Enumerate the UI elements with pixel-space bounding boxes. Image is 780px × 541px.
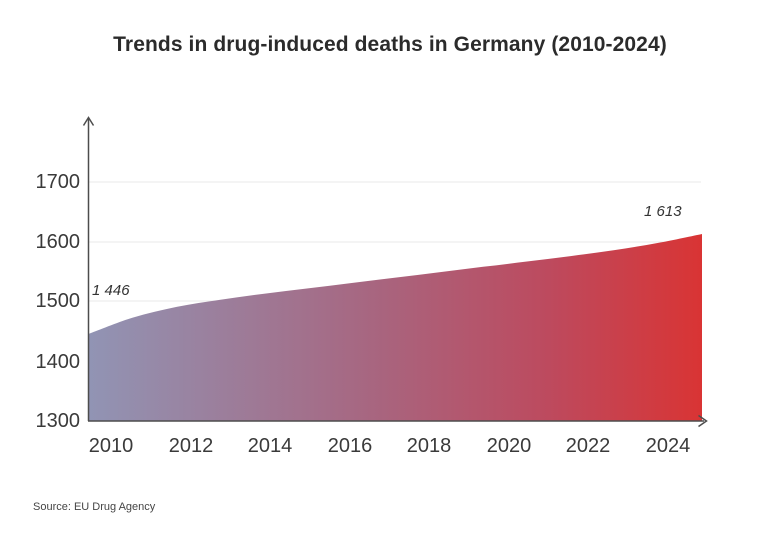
x-tick-2010: 2010 bbox=[88, 435, 134, 457]
axes bbox=[82, 116, 708, 428]
y-tick-1400: 1400 bbox=[35, 351, 81, 373]
x-tick-2018: 2018 bbox=[406, 435, 452, 457]
x-tick-2020: 2020 bbox=[486, 435, 532, 457]
area-series bbox=[89, 234, 702, 421]
x-tick-2016: 2016 bbox=[327, 435, 373, 457]
y-tick-1500: 1500 bbox=[35, 290, 81, 312]
y-tick-1700: 1700 bbox=[35, 171, 81, 193]
x-tick-2022: 2022 bbox=[565, 435, 611, 457]
x-tick-2014: 2014 bbox=[247, 435, 293, 457]
x-axis-arrow-icon bbox=[698, 414, 708, 428]
x-tick-2024: 2024 bbox=[645, 435, 691, 457]
first-point-label: 1 446 bbox=[92, 282, 130, 299]
source-note: Source: EU Drug Agency bbox=[33, 501, 156, 513]
x-tick-2012: 2012 bbox=[168, 435, 214, 457]
last-point-label: 1 613 bbox=[644, 203, 682, 220]
y-tick-1300: 1300 bbox=[35, 410, 81, 432]
y-axis-arrow-icon bbox=[82, 116, 95, 126]
y-tick-1600: 1600 bbox=[35, 231, 81, 253]
chart-title: Trends in drug-induced deaths in Germany… bbox=[113, 33, 667, 56]
